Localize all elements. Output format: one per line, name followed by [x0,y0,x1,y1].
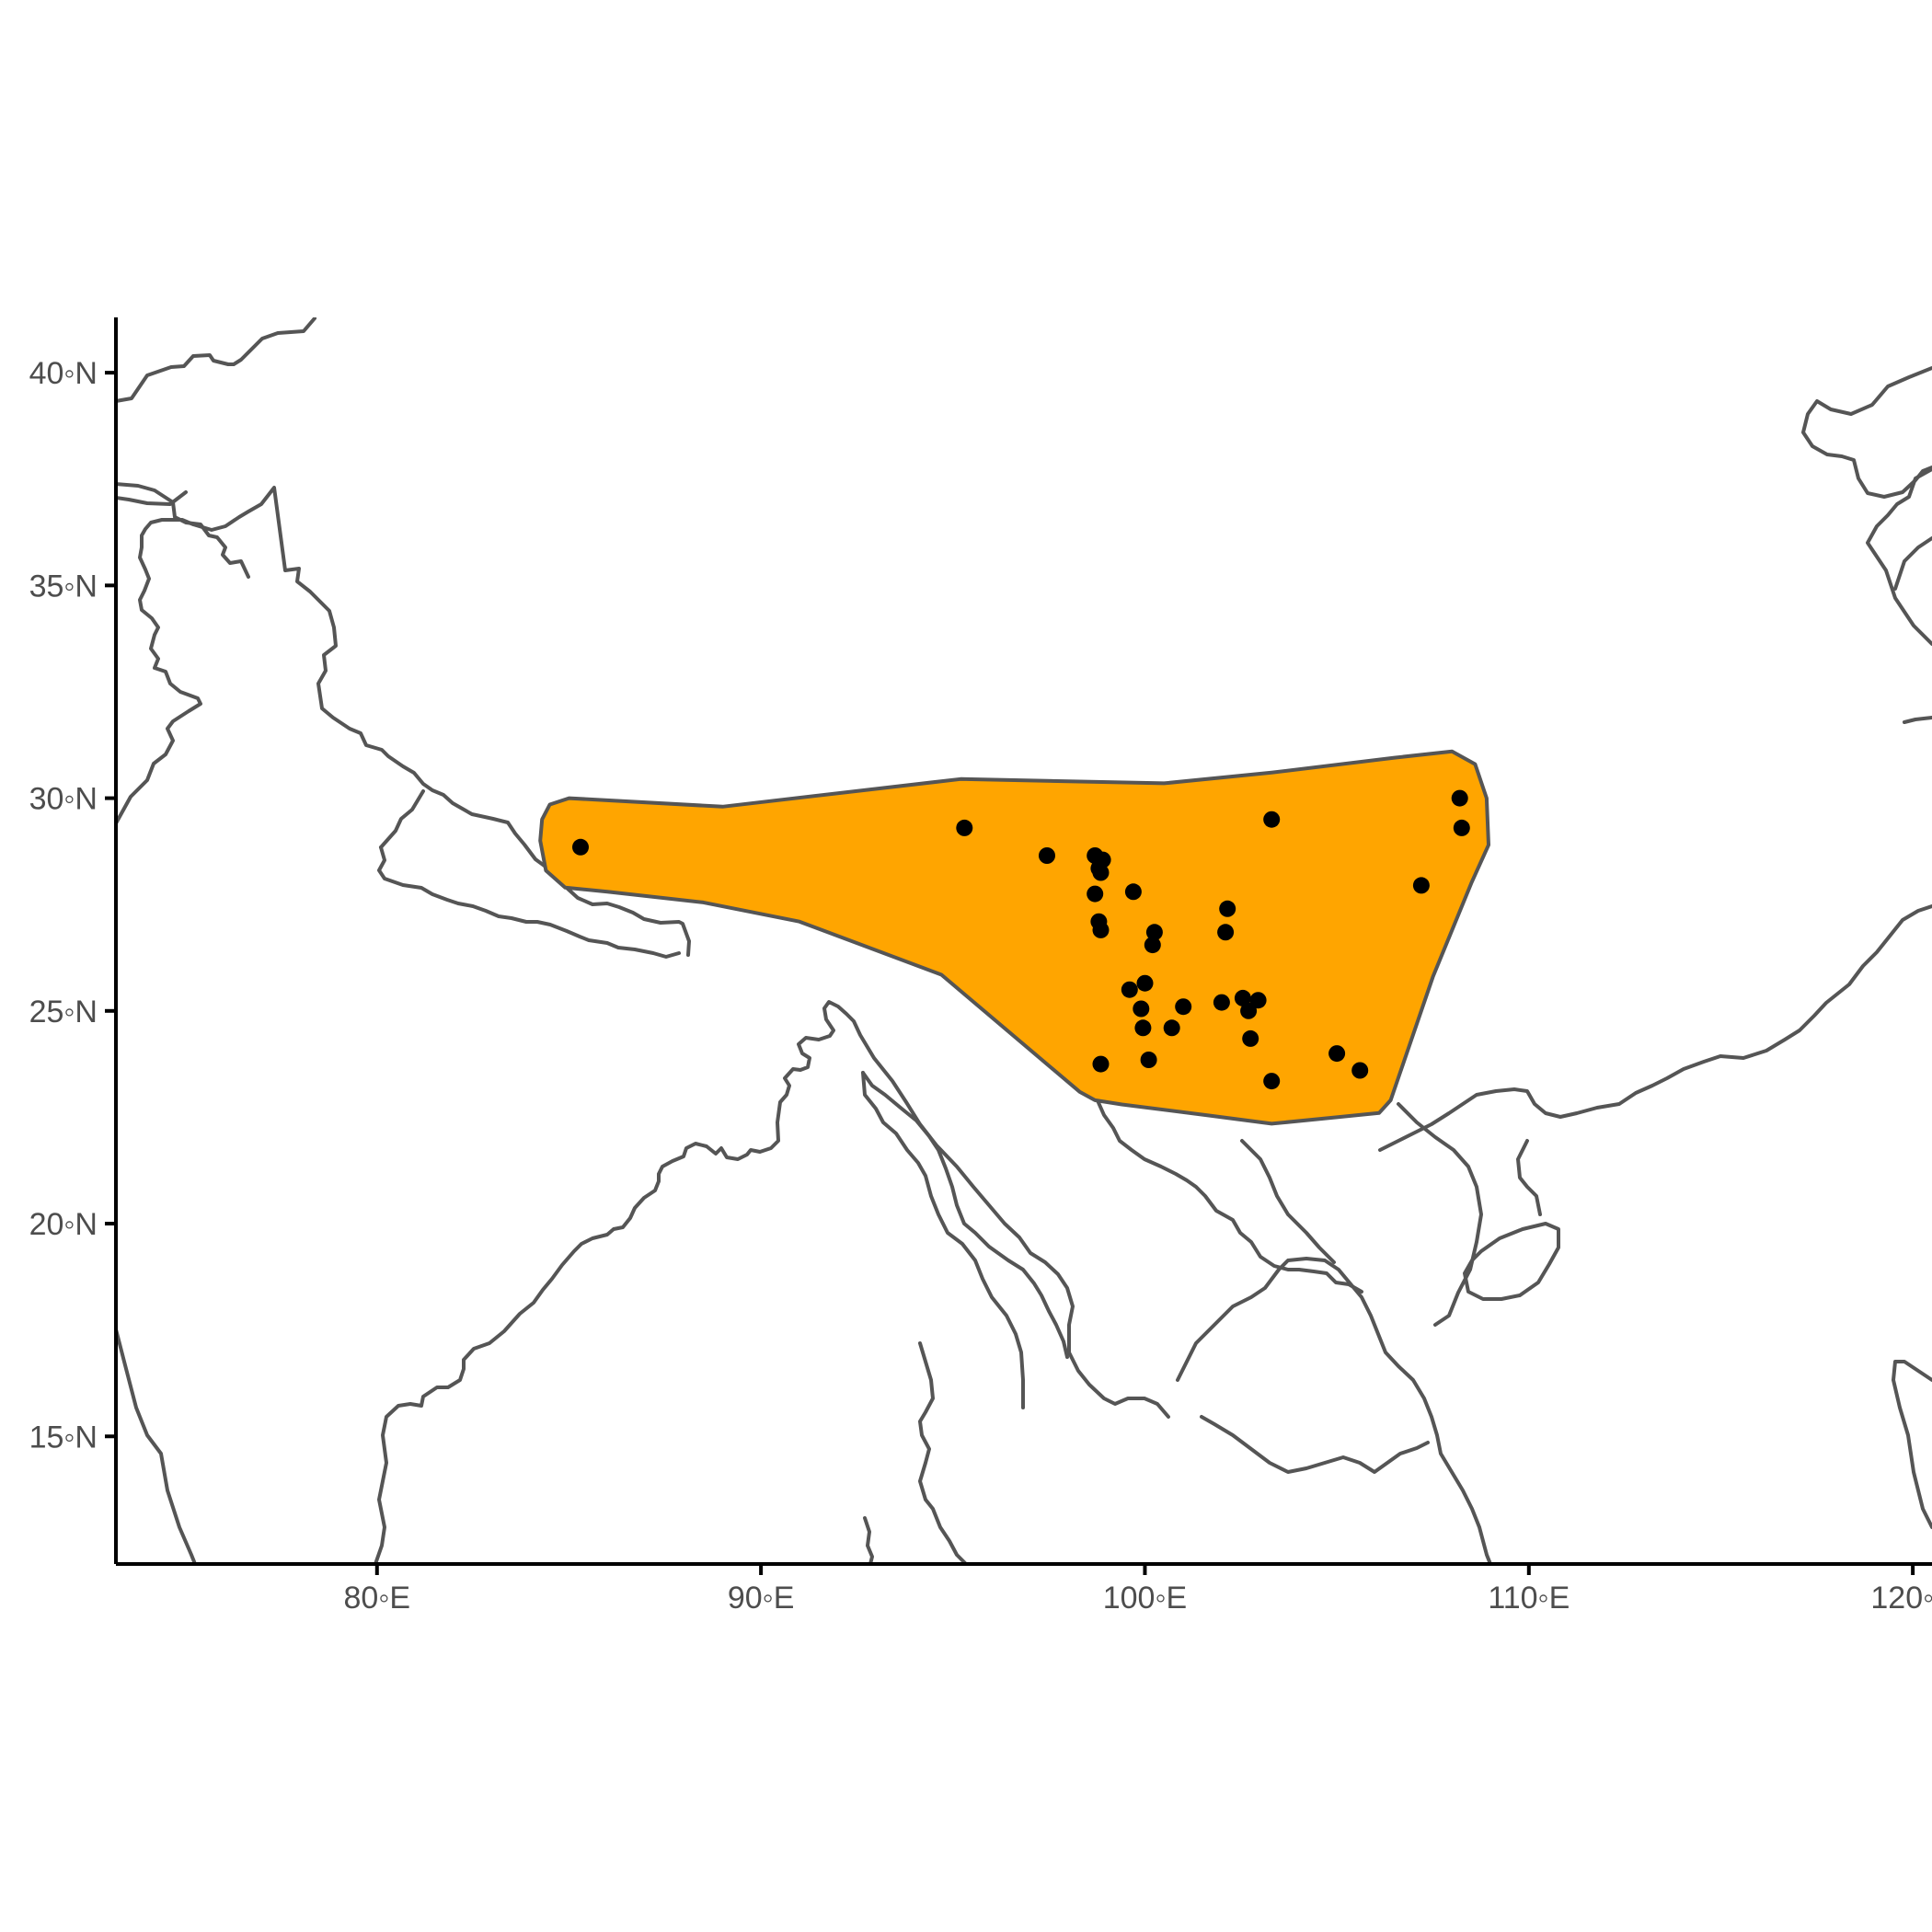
coastline [1903,716,1932,724]
coastline [1893,536,1932,591]
coastline [1892,1360,1932,1529]
coastline [377,845,681,959]
occurrence-point [1140,1052,1157,1068]
y-tick-label: 30◦N [29,782,98,817]
occurrence-point [1092,1055,1110,1073]
coastline [116,1328,197,1564]
occurrence-point [1263,1073,1281,1090]
y-tick-label: 25◦N [29,995,98,1029]
occurrence-point [1234,989,1251,1006]
y-tick-label: 40◦N [29,356,98,391]
occurrence-point [1240,1002,1258,1019]
occurrence-point [1124,883,1142,901]
occurrence-point [1453,819,1470,836]
occurrence-point [1213,994,1230,1011]
occurrence-point [1145,924,1163,941]
coastline [861,1071,1025,1409]
occurrence-point [956,819,973,836]
occurrence-points [572,789,1470,1090]
occurrence-point [1133,1000,1150,1018]
occurrence-point [1121,981,1138,998]
coastline [116,482,250,579]
x-tick-label: 90◦E [728,1581,795,1616]
coastline [116,317,316,403]
occurrence-point [1451,789,1468,807]
x-tick-label: 100◦E [1103,1581,1187,1616]
coastline [116,486,691,957]
coastline [1866,467,1932,646]
coastline [1240,1139,1336,1264]
coastline [861,1071,1069,1359]
coastline [1397,1102,1483,1327]
coastline [1176,1257,1492,1564]
occurrence-point [1144,937,1161,954]
coastline [918,1341,968,1564]
island [863,1516,874,1564]
coastline [116,490,188,506]
occurrence-point [1328,1045,1346,1063]
coastline [374,1000,1170,1564]
x-tick-label: 110◦E [1488,1581,1570,1616]
x-tick-label: 80◦E [344,1581,411,1616]
y-axis-ticks: 15◦N 20◦N 25◦N 30◦N 35◦N 40◦N [29,356,116,1455]
occurrence-point [1249,992,1267,1009]
occurrence-point [1175,998,1192,1016]
coastline [1801,366,1932,499]
occurrence-point [1219,900,1236,917]
occurrence-point [1163,1019,1180,1037]
occurrence-point [1134,1019,1152,1037]
map-panel [116,317,1932,1564]
y-tick-label: 15◦N [29,1420,98,1455]
occurrence-point [572,838,589,856]
coastlines [116,317,1932,1564]
coastline [379,789,425,849]
coastline [1378,904,1932,1152]
occurrence-point [1092,921,1110,938]
occurrence-point [1039,847,1055,864]
coastline [1200,1415,1430,1474]
occurrence-point [1351,1062,1369,1079]
occurrence-point [1412,877,1430,894]
occurrence-point [1092,864,1110,881]
occurrence-point [1087,885,1104,903]
occurrence-point [1136,974,1154,992]
coastline [1516,1139,1542,1216]
hainan-island [1463,1222,1560,1301]
y-tick-label: 20◦N [29,1207,98,1242]
x-tick-label: 120◦E [1870,1581,1932,1616]
occurrence-point [1263,811,1281,828]
x-axis-ticks: 80◦E 90◦E 100◦E 110◦E 120◦E [344,1564,1932,1616]
occurrence-point [1242,1029,1259,1047]
y-tick-label: 35◦N [29,569,98,604]
occurrence-point [1217,924,1235,941]
